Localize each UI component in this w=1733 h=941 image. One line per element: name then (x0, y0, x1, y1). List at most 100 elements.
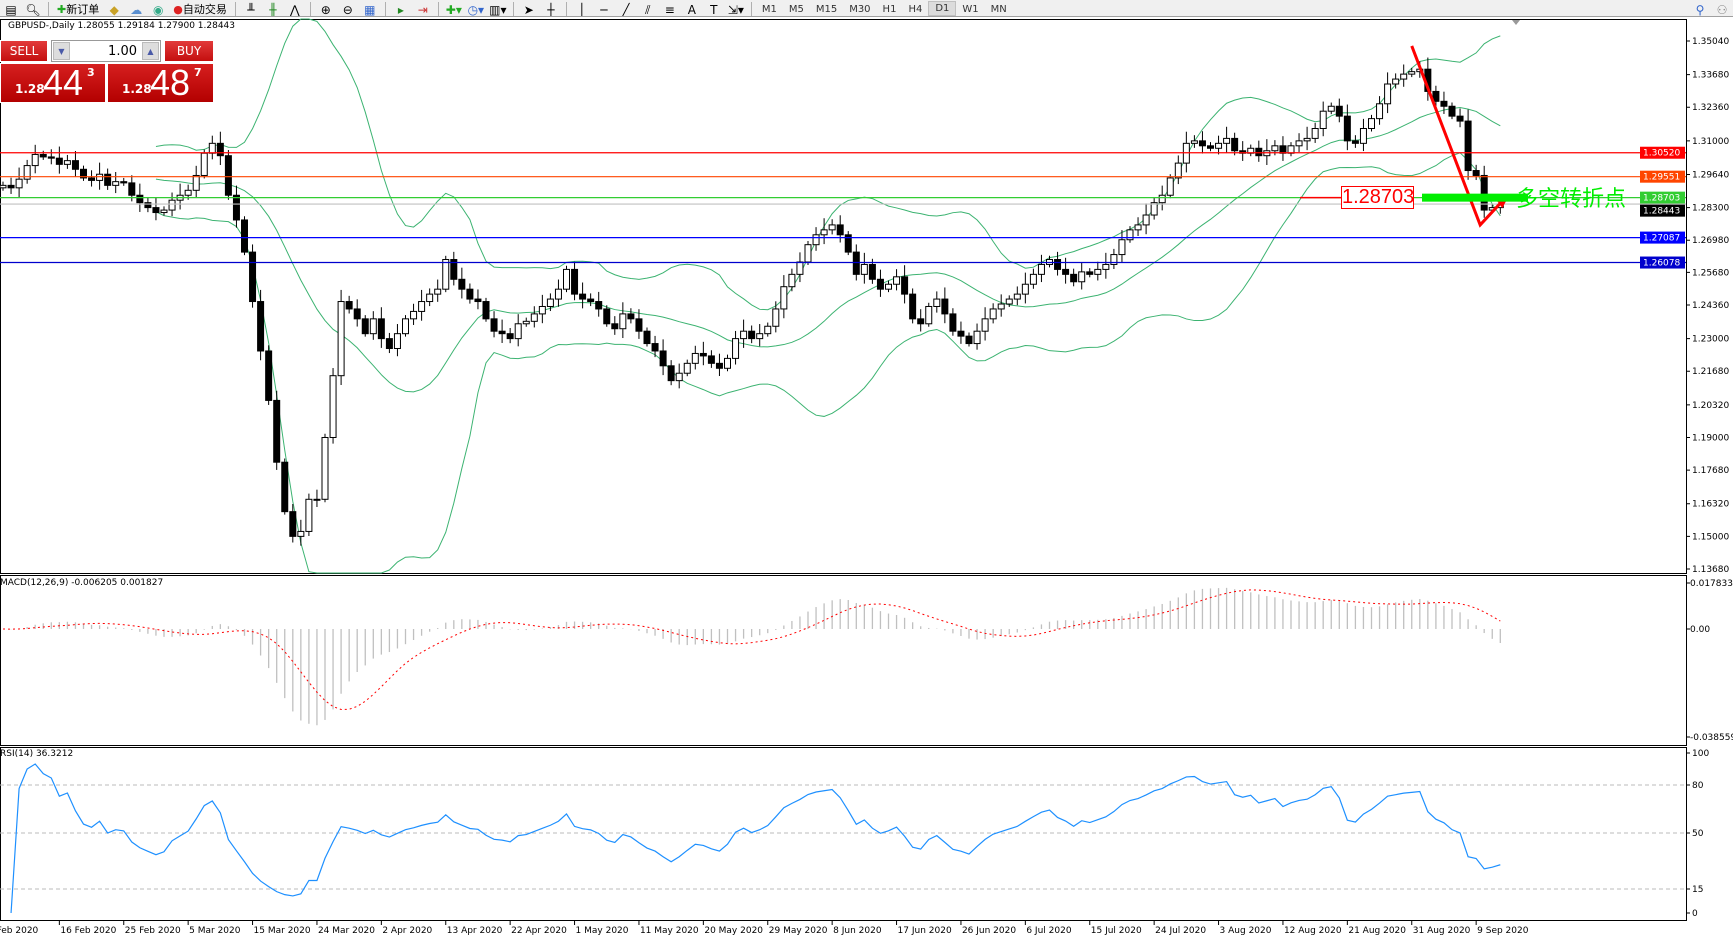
channel-icon[interactable]: ⫽ (645, 3, 651, 17)
zoom-out-icon[interactable]: ⊖ (342, 3, 353, 17)
candle-body (31, 153, 39, 167)
gold-bar-icon[interactable]: ◆ (109, 3, 119, 17)
candle-body (1215, 142, 1223, 149)
cursor-icon[interactable]: ➤ (523, 3, 534, 17)
new-order-button[interactable]: ✚ 新订单 (53, 1, 103, 16)
bollinger-middle-band (155, 106, 1501, 393)
candle-body (506, 333, 514, 340)
level-price-tag-label: 1.26078 (1643, 259, 1680, 269)
buy-price[interactable]: 1.28 48 7 (107, 62, 214, 103)
trendline-icon[interactable]: ╱ (622, 3, 630, 17)
auto-trading-button[interactable]: ● 自动交易 (169, 1, 231, 16)
candle (506, 327, 514, 344)
candle-body (635, 318, 643, 332)
search-icon[interactable]: ⚲ (1695, 3, 1705, 17)
text-label-icon[interactable]: T (710, 3, 718, 17)
zoom-icon[interactable]: 🔍︎ (25, 3, 41, 17)
timeframe-m15[interactable]: M15 (815, 4, 838, 15)
timeframe-d1[interactable]: D1 (928, 1, 957, 16)
community-icon[interactable]: ⚇ (1716, 3, 1728, 17)
candle (257, 289, 265, 361)
candle-body (740, 330, 748, 340)
candle-body (772, 308, 780, 327)
horizontal-line-icon[interactable]: ─ (600, 3, 608, 17)
candle-body (1303, 137, 1311, 142)
decrease-lot-icon[interactable]: ▼ (53, 42, 70, 60)
candle (973, 323, 981, 350)
candle (104, 168, 112, 190)
lot-size-spinner[interactable]: ▼ ▲ (51, 40, 161, 62)
candle (1005, 295, 1013, 307)
candle-body (1118, 239, 1126, 256)
candle-chart-icon[interactable]: ╫ (269, 3, 277, 17)
candle-body (273, 399, 281, 463)
candle (224, 150, 232, 200)
fibonacci-icon[interactable]: ≡ (664, 3, 675, 17)
candle (329, 368, 337, 444)
pivot-annotation-text[interactable]: 多空转折点 (1516, 187, 1627, 212)
buy-button[interactable]: BUY (164, 40, 214, 62)
cloud-icon[interactable]: ☁ (130, 3, 143, 17)
timeframe-w1[interactable]: W1 (962, 4, 979, 15)
candle-body (764, 325, 772, 335)
templates-icon[interactable]: ▥▾ (489, 3, 507, 17)
candle (1392, 73, 1400, 89)
candle (1126, 226, 1134, 243)
zoom-in-icon[interactable]: ⊕ (320, 3, 331, 17)
timeframe-mn[interactable]: MN (990, 4, 1007, 15)
candle-body (208, 142, 216, 154)
timeframe-m1[interactable]: M1 (761, 4, 777, 15)
timeframe-m5[interactable]: M5 (788, 4, 804, 15)
candle-body (619, 313, 627, 330)
lot-size-input[interactable] (71, 43, 141, 59)
tile-windows-icon[interactable]: ▦ (364, 3, 376, 17)
candle-body (1110, 254, 1118, 265)
periods-icon[interactable]: ◷▾ (467, 3, 485, 17)
candle-body (925, 305, 933, 325)
candle (385, 332, 393, 354)
candle-body (981, 318, 989, 332)
line-chart-icon[interactable]: ⋀ (289, 3, 300, 17)
indicators-icon[interactable]: ✚▾ (445, 3, 462, 17)
sell-price[interactable]: 1.28 44 3 (0, 62, 106, 103)
chart-shift-icon[interactable]: ⇥ (417, 3, 428, 17)
pivot-price-label[interactable]: 1.28703 (1341, 186, 1415, 209)
candle (667, 360, 675, 386)
level-price-tag-label: 1.29551 (1643, 173, 1680, 183)
candle-body (530, 313, 538, 322)
stop-icon: ● (173, 3, 183, 16)
candle-body (120, 181, 128, 184)
text-icon[interactable]: A (687, 3, 696, 17)
candle (1207, 142, 1214, 152)
timeframe-h1[interactable]: H1 (882, 4, 897, 15)
rsi-tick-label: 0 (1692, 909, 1698, 919)
candle-body (1013, 293, 1021, 300)
candle-body (941, 298, 949, 315)
signal-icon[interactable]: ◉ (152, 3, 164, 17)
auto-scroll-icon[interactable]: ▸ (397, 3, 404, 17)
pivot-marker-bar (1422, 193, 1528, 202)
rsi-tick-label: 50 (1692, 829, 1704, 839)
bar-chart-icon[interactable]: ╨ (247, 3, 255, 17)
level-price-tag-label: 1.30520 (1643, 149, 1680, 159)
candle (80, 165, 87, 181)
candle-body (715, 362, 723, 369)
candle-body (466, 288, 474, 300)
timeframe-m30[interactable]: M30 (849, 4, 871, 15)
candle-body (63, 160, 71, 165)
candle-body (1311, 128, 1319, 139)
rsi-tick-label: 15 (1692, 885, 1703, 895)
candle-body (973, 330, 981, 345)
candle (7, 177, 15, 194)
candle-body (104, 173, 112, 186)
vertical-line-icon[interactable]: │ (578, 3, 586, 17)
increase-lot-icon[interactable]: ▲ (142, 42, 159, 60)
crosshair-icon[interactable]: ┼ (547, 3, 555, 17)
sell-button[interactable]: SELL (0, 40, 48, 62)
candle-body (651, 343, 659, 352)
arrows-icon[interactable]: ⇲▾ (727, 3, 744, 17)
date-tick-label: 20 May 2020 (704, 926, 763, 936)
new-chart-icon[interactable]: ▤ (5, 3, 17, 17)
timeframe-h4[interactable]: H4 (908, 4, 923, 15)
